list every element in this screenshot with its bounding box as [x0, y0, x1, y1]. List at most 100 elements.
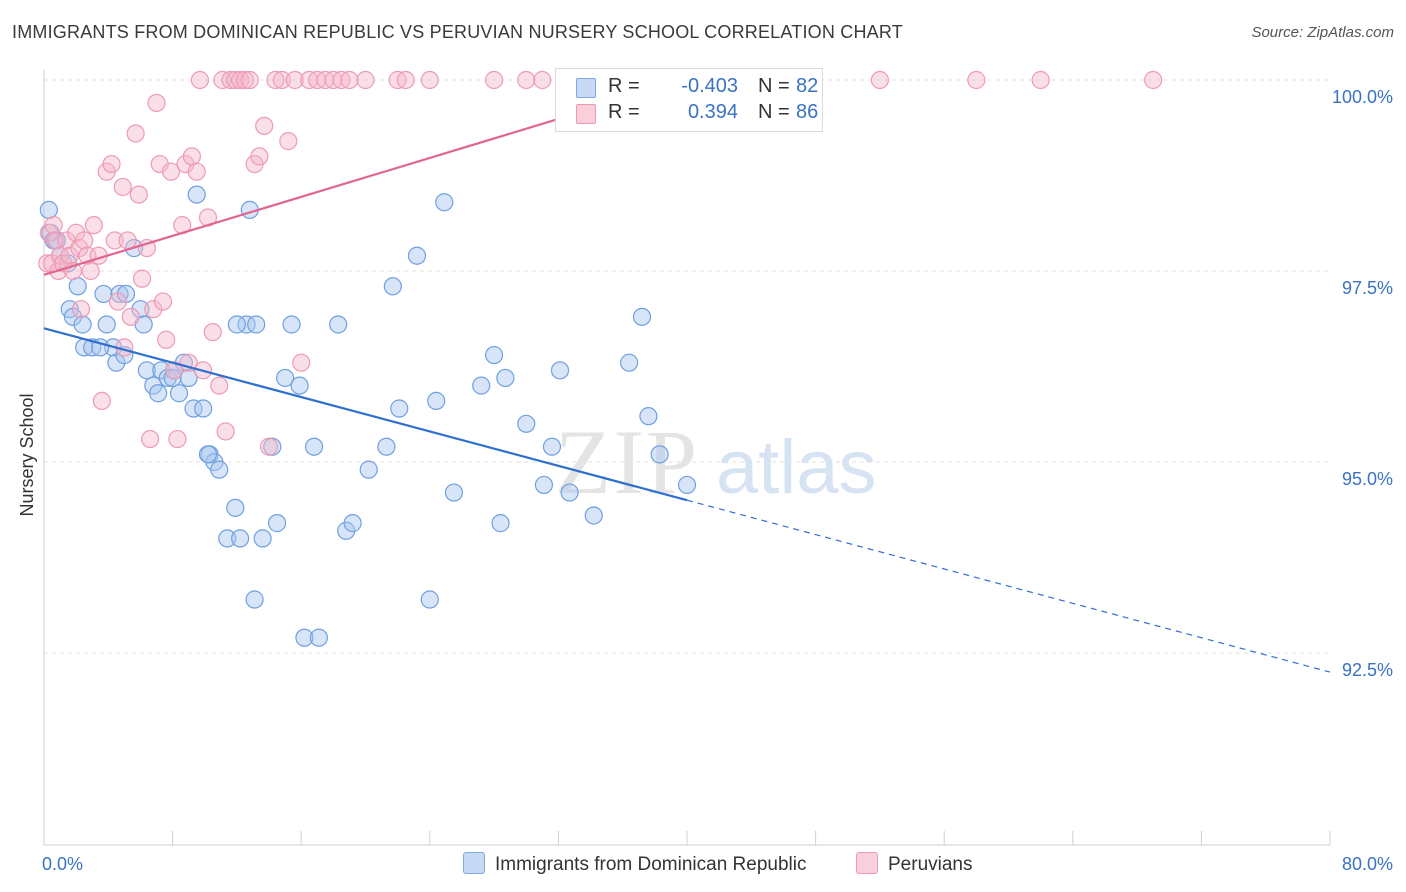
point-peruvian: [279, 132, 298, 151]
bottom-legend-label-dominican: Immigrants from Dominican Republic: [495, 854, 807, 875]
point-dominican: [560, 483, 579, 502]
trend-line-dominican-extension: [686, 499, 1331, 673]
point-dominican: [218, 529, 237, 548]
point-peruvian: [157, 330, 176, 349]
point-peruvian: [485, 70, 504, 90]
point-peruvian: [870, 70, 890, 90]
bottom-legend-dominican: Immigrants from Dominican Republic: [463, 852, 807, 876]
point-peruvian: [118, 231, 137, 250]
trend-lines: [43, 78, 1331, 673]
point-dominican: [131, 300, 150, 319]
grid-lines: [44, 79, 1330, 654]
point-peruvian: [168, 429, 187, 449]
point-peruvian: [153, 292, 173, 311]
point-dominican: [97, 315, 116, 334]
point-peruvian: [216, 422, 235, 441]
legend-swatch-dominican: [576, 78, 596, 98]
point-peruvian: [129, 185, 148, 204]
watermark-atlas: atlas: [716, 425, 877, 510]
point-dominican: [435, 193, 454, 212]
bottom-legend-swatch-dominican: [463, 852, 485, 874]
point-dominican: [163, 368, 182, 388]
point-dominican: [267, 514, 287, 533]
point-dominican: [337, 521, 356, 540]
point-dominican: [210, 460, 229, 479]
point-dominican: [68, 277, 87, 296]
point-peruvian: [132, 269, 152, 288]
point-dominican: [584, 506, 603, 525]
point-peruvian: [210, 376, 229, 395]
point-peruvian: [140, 429, 160, 449]
point-dominican: [231, 529, 250, 548]
point-peruvian: [81, 261, 100, 281]
point-dominican: [158, 368, 177, 388]
point-dominican: [359, 460, 378, 479]
data-points: [38, 70, 1163, 647]
point-peruvian: [113, 177, 132, 197]
point-dominican: [245, 590, 264, 609]
y-tick-label: 95.0%: [1342, 469, 1393, 489]
point-dominican: [198, 445, 218, 464]
point-peruvian: [102, 154, 121, 174]
point-peruvian: [292, 353, 311, 372]
bottom-legend-swatch-peruvian: [856, 852, 878, 874]
point-peruvian: [161, 162, 181, 181]
point-dominican: [639, 407, 658, 426]
point-peruvian: [75, 231, 94, 250]
point-dominican: [237, 315, 256, 334]
point-dominican: [329, 315, 348, 334]
point-dominican: [620, 353, 639, 372]
legend-n-value: 86: [796, 101, 819, 123]
point-dominican: [485, 345, 504, 365]
legend-n-label: N =: [758, 101, 790, 123]
point-peruvian: [92, 391, 111, 410]
point-dominican: [169, 384, 189, 403]
bottom-legend-label-peruvian: Peruvians: [888, 854, 973, 875]
y-tick-label: 100.0%: [1332, 87, 1393, 107]
correlation-legend: R = -0.403 N = 82 R = 0.394 N = 86: [555, 68, 823, 132]
point-dominican: [650, 445, 669, 464]
tick-labels: 100.0% 97.5% 95.0% 92.5% 0.0% 80.0%: [42, 87, 1393, 874]
point-dominican: [226, 498, 245, 517]
axes: [43, 70, 1331, 846]
point-dominican: [427, 391, 446, 410]
source-credit: Source: ZipAtlas.com: [1251, 24, 1394, 41]
point-dominican: [383, 277, 402, 296]
point-peruvian: [1144, 70, 1163, 90]
point-peruvian: [226, 70, 245, 90]
x-tick-label: 80.0%: [1342, 854, 1393, 874]
point-dominican: [276, 368, 295, 388]
point-dominican: [407, 246, 427, 265]
y-tick-label: 97.5%: [1342, 278, 1393, 298]
chart-title: IMMIGRANTS FROM DOMINICAN REPUBLIC VS PE…: [12, 22, 903, 42]
point-peruvian: [533, 70, 552, 90]
point-dominican: [390, 399, 409, 418]
point-peruvian: [84, 216, 103, 235]
point-dominican: [184, 399, 203, 418]
point-dominican: [194, 399, 213, 418]
point-dominican: [290, 376, 309, 395]
point-dominican: [73, 315, 92, 334]
point-peruvian: [60, 246, 79, 265]
point-peruvian: [126, 124, 145, 143]
point-dominican: [137, 361, 156, 380]
point-dominican: [94, 284, 113, 304]
point-peruvian: [44, 216, 63, 235]
point-peruvian: [108, 292, 128, 311]
point-dominican: [304, 437, 324, 456]
point-peruvian: [71, 300, 91, 319]
point-dominican: [377, 437, 396, 456]
point-dominican: [179, 368, 198, 388]
watermark: ZIP atlas: [555, 411, 877, 513]
point-dominican: [517, 414, 536, 433]
bottom-legend-peruvian: Peruvians: [856, 852, 973, 876]
point-dominican: [444, 483, 464, 502]
point-peruvian: [240, 70, 259, 90]
point-peruvian: [255, 116, 274, 135]
point-dominican: [632, 307, 652, 326]
point-dominican: [187, 185, 206, 204]
point-peruvian: [340, 70, 359, 90]
point-peruvian: [147, 93, 166, 113]
x-tick-label: 0.0%: [42, 854, 83, 874]
